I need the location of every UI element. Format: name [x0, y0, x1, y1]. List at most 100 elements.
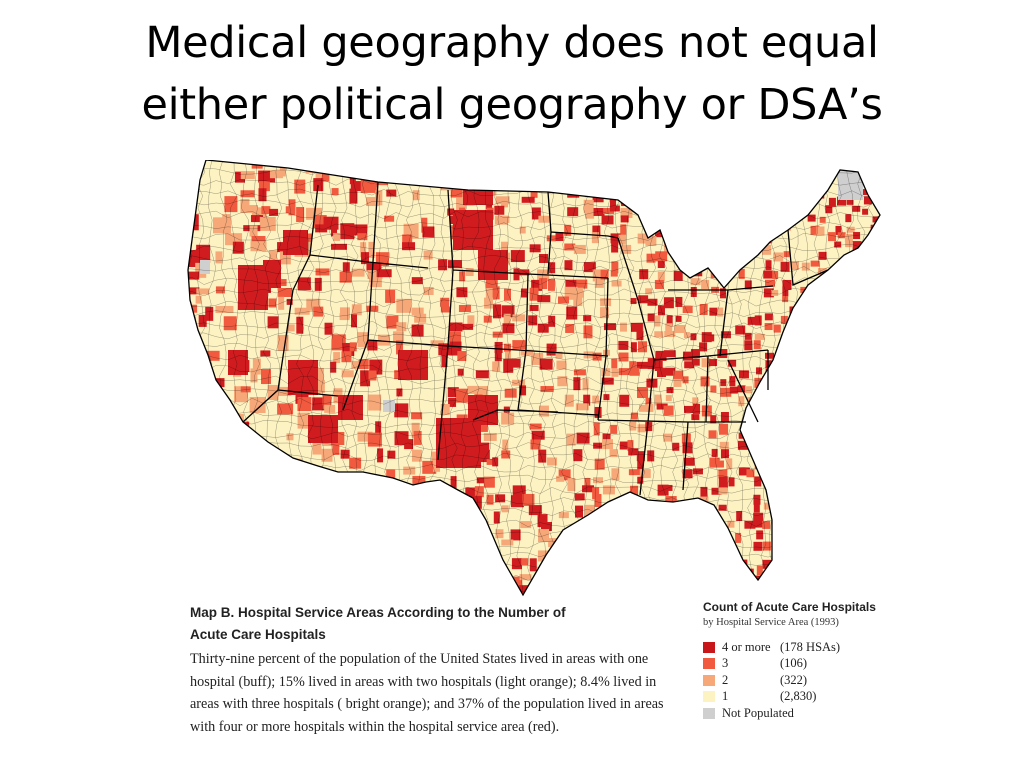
hsa-patch	[718, 187, 725, 198]
hsa-patch	[728, 359, 737, 367]
hsa-patch	[818, 169, 826, 179]
hsa-patch	[682, 306, 693, 314]
hsa-patch	[835, 379, 844, 386]
hsa-patch	[279, 160, 286, 177]
hsa-patch	[195, 295, 202, 304]
hsa-patch	[891, 270, 894, 276]
hsa-patch	[503, 288, 511, 301]
hsa-patch	[251, 235, 266, 244]
hsa-patch	[503, 181, 511, 188]
hsa-patch	[881, 288, 888, 296]
hsa-patch	[655, 511, 665, 521]
hsa-patch	[368, 593, 377, 595]
hsa-patch	[448, 397, 457, 407]
hsa-patch	[827, 476, 835, 484]
hsa-patch	[773, 217, 784, 224]
hsa-patch	[744, 280, 752, 290]
hsa-patch	[359, 505, 373, 520]
hsa-patch	[873, 520, 880, 530]
hsa-patch	[881, 173, 889, 180]
hsa-patch	[853, 232, 861, 240]
hsa-patch	[699, 207, 709, 215]
hsa-patch	[268, 539, 282, 553]
hsa-patch	[772, 406, 779, 416]
hsa-patch	[790, 540, 797, 550]
hsa-patch	[574, 493, 585, 501]
hsa-patch	[819, 216, 826, 223]
hsa-patch	[312, 541, 321, 549]
hsa-patch	[330, 361, 337, 373]
hsa-patch	[846, 413, 854, 420]
hsa-patch	[690, 286, 697, 297]
hsa-patch	[889, 540, 894, 546]
hsa-patch	[188, 439, 207, 454]
hsa-patch	[790, 469, 797, 477]
hsa-patch	[456, 197, 467, 212]
hsa-patch	[645, 397, 652, 410]
hsa-patch	[619, 322, 627, 332]
legend-count: (106)	[780, 656, 808, 671]
hsa-patch	[394, 548, 406, 559]
hsa-patch	[774, 476, 783, 484]
hsa-patch	[618, 574, 627, 585]
hsa-patch	[719, 216, 731, 228]
hsa-patch	[465, 268, 474, 277]
hsa-patch	[269, 170, 283, 179]
hsa-patch	[296, 316, 304, 334]
hsa-patch	[846, 198, 854, 205]
hsa-patch	[333, 232, 341, 241]
hsa-patch	[745, 178, 752, 186]
hsa-patch	[837, 413, 844, 422]
hsa-patch	[879, 243, 880, 252]
hsa-patch	[645, 235, 657, 246]
hsa-patch	[602, 504, 610, 516]
hsa-patch	[710, 385, 717, 393]
hsa-patch	[738, 370, 749, 379]
hsa-patch	[638, 295, 649, 304]
hsa-patch	[828, 197, 836, 207]
hsa-patch	[342, 262, 350, 276]
hsa-patch	[367, 270, 383, 280]
hsa-patch	[315, 268, 330, 276]
hsa-patch	[575, 171, 584, 184]
hsa-patch	[880, 586, 888, 592]
hsa-patch	[520, 349, 534, 356]
hsa-patch	[682, 215, 694, 225]
hsa-patch	[188, 397, 193, 406]
hsa-patch	[207, 565, 221, 579]
hsa-patch	[475, 370, 489, 379]
hsa-patch	[529, 558, 537, 572]
hsa-patch	[807, 179, 817, 188]
hsa-patch	[639, 550, 651, 559]
hsa-patch	[726, 550, 736, 560]
hsa-patch	[261, 369, 272, 385]
hsa-patch	[503, 343, 511, 352]
hsa-patch	[843, 431, 850, 438]
hsa-patch	[315, 565, 331, 574]
hsa-patch	[744, 340, 753, 351]
hsa-patch	[807, 466, 817, 476]
hsa-patch	[447, 387, 459, 398]
hsa-patch	[708, 541, 715, 552]
hsa-patch	[432, 584, 448, 593]
hsa-patch	[816, 414, 826, 424]
hsa-patch	[637, 341, 647, 353]
map-caption: Map B. Hospital Service Areas According …	[190, 602, 690, 738]
hsa-patch	[178, 187, 186, 203]
hsa-patch	[594, 279, 604, 288]
hsa-patch	[873, 439, 880, 447]
hsa-patch	[810, 324, 817, 331]
hsa-patch	[511, 558, 522, 570]
hsa-patch	[276, 386, 292, 396]
hsa-patch	[324, 505, 331, 516]
hsa-boundary-line	[780, 160, 789, 593]
hsa-patch	[448, 594, 458, 595]
hsa-patch	[717, 307, 724, 317]
hsa-patch	[782, 548, 790, 558]
hsa-patch	[564, 224, 572, 236]
hsa-patch	[297, 397, 312, 412]
hsa-patch	[701, 189, 709, 197]
hsa-patch	[735, 532, 742, 543]
hsa-patch	[456, 388, 469, 403]
hsa-patch	[485, 287, 496, 300]
